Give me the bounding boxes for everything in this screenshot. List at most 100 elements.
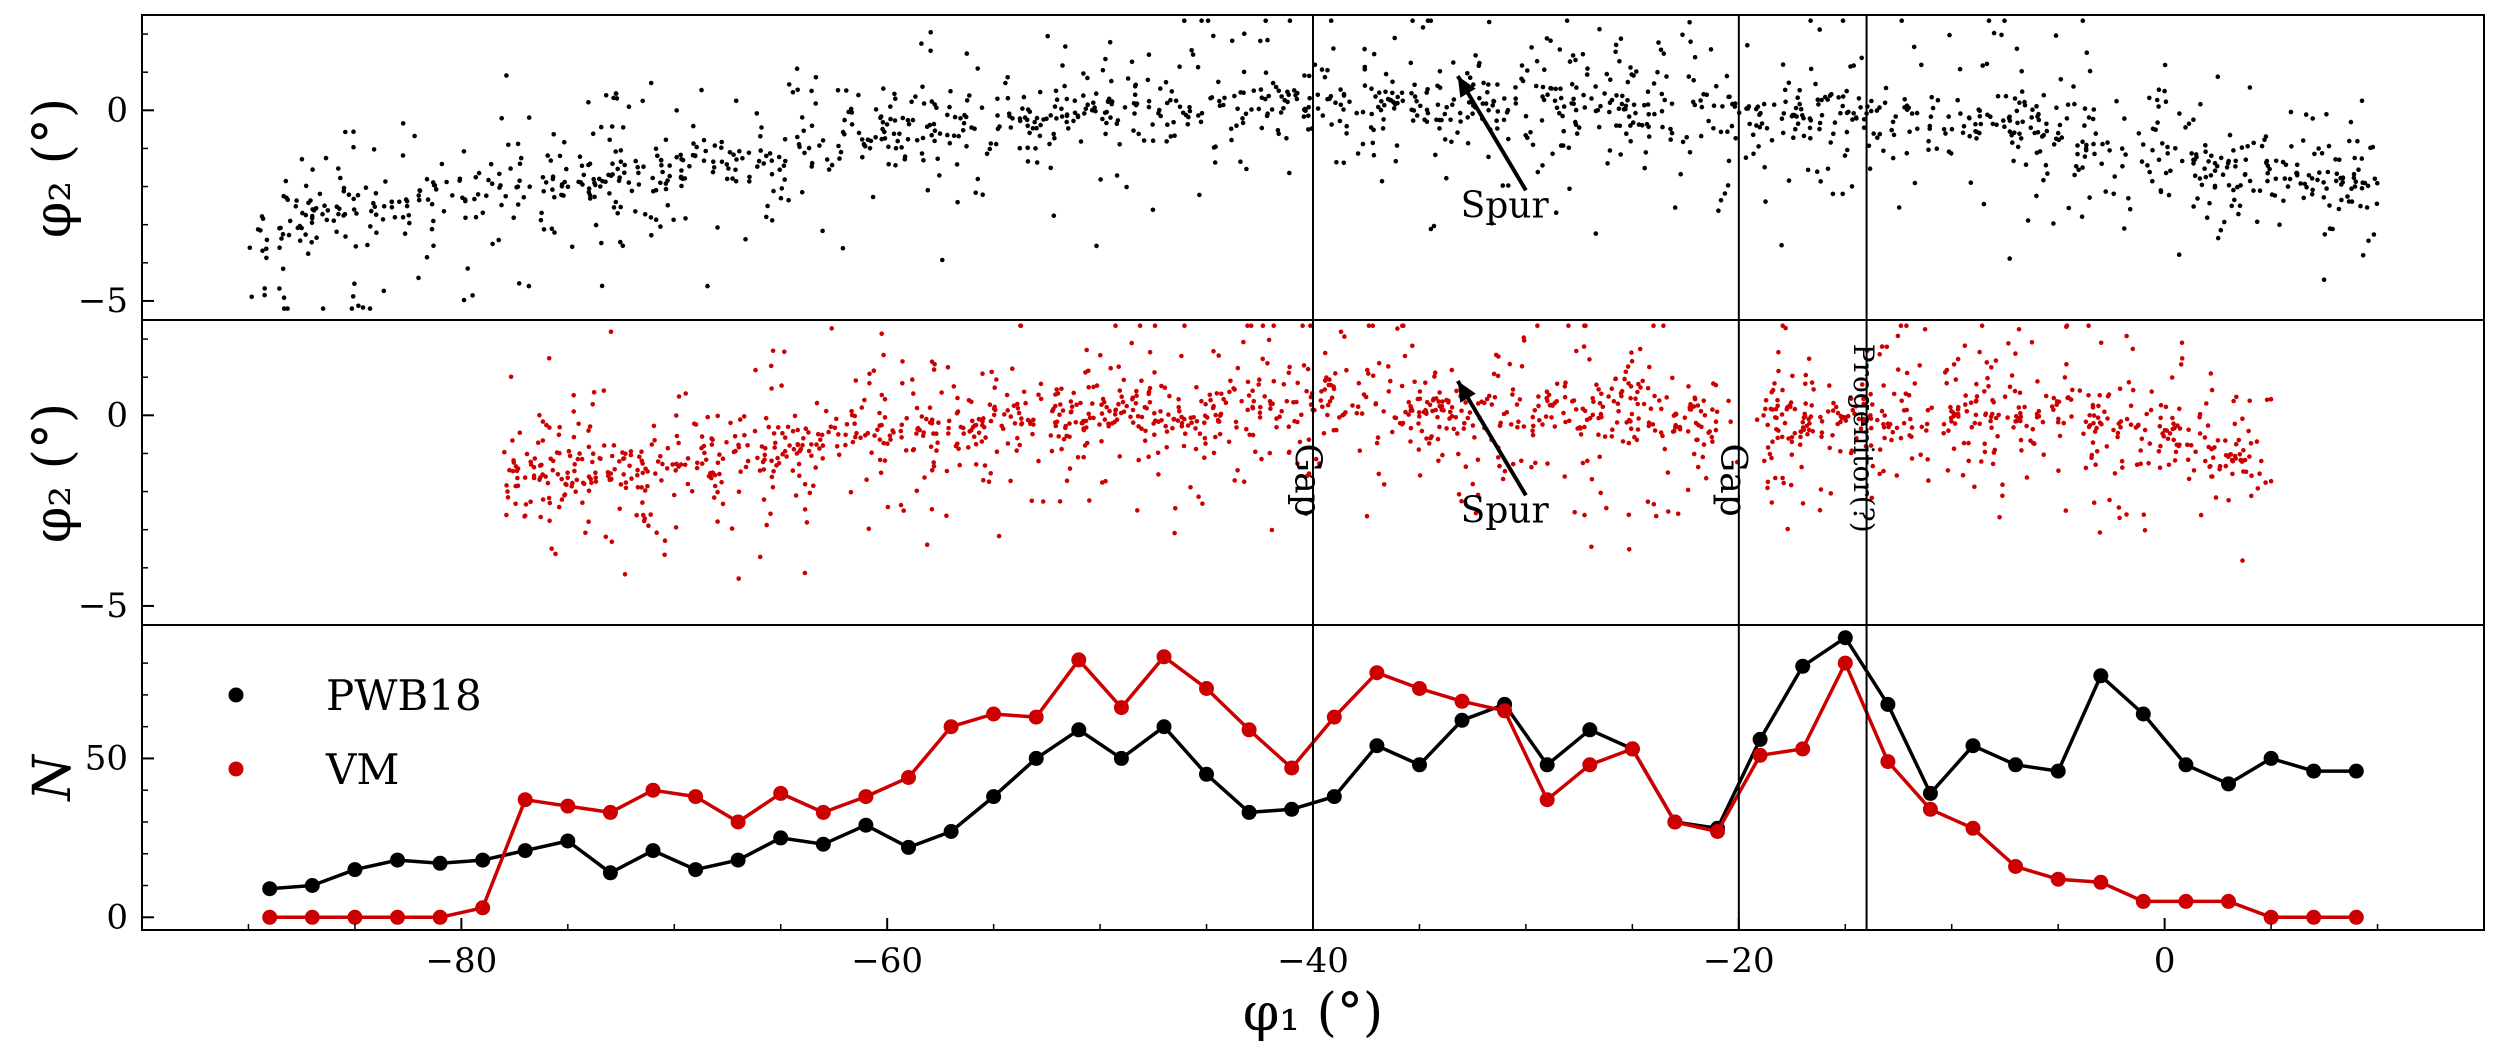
scatter-point bbox=[1899, 398, 1904, 404]
scatter-point bbox=[2040, 419, 2046, 425]
scatter-point bbox=[1557, 47, 1563, 52]
scatter-point bbox=[2206, 159, 2211, 164]
scatter-point bbox=[683, 391, 688, 396]
series-point-pwb18 bbox=[304, 878, 320, 893]
scatter-point bbox=[877, 457, 883, 463]
scatter-point bbox=[900, 381, 905, 386]
scatter-point bbox=[881, 352, 886, 358]
scatter-point bbox=[809, 160, 815, 166]
scatter-point bbox=[1074, 402, 1079, 408]
scatter-point bbox=[621, 456, 627, 461]
scatter-point bbox=[703, 148, 708, 154]
scatter-point bbox=[2051, 142, 2057, 147]
scatter-point bbox=[1117, 454, 1122, 459]
scatter-point bbox=[910, 377, 915, 382]
scatter-point bbox=[2055, 419, 2061, 425]
scatter-point bbox=[457, 176, 463, 182]
scatter-point bbox=[621, 472, 626, 477]
scatter-point bbox=[1934, 146, 1940, 151]
scatter-point bbox=[1699, 104, 1705, 110]
scatter-point bbox=[404, 203, 410, 209]
scatter-point bbox=[1817, 126, 1822, 132]
scatter-point bbox=[2227, 452, 2233, 457]
scatter-point bbox=[1431, 223, 1437, 229]
scatter-point bbox=[1414, 98, 1419, 104]
scatter-point bbox=[2057, 122, 2063, 128]
scatter-point bbox=[1844, 88, 1849, 94]
scatter-point bbox=[397, 199, 402, 205]
scatter-point bbox=[791, 446, 797, 452]
scatter-point bbox=[1838, 449, 1843, 454]
scatter-point bbox=[981, 424, 987, 430]
scatter-point bbox=[369, 208, 374, 214]
scatter-point bbox=[676, 440, 681, 446]
scatter-point bbox=[1216, 79, 1221, 85]
scatter-point bbox=[559, 192, 564, 198]
scatter-point bbox=[572, 468, 577, 474]
scatter-point bbox=[877, 437, 883, 443]
scatter-point bbox=[444, 179, 449, 185]
scatter-point bbox=[412, 133, 417, 139]
scatter-point bbox=[1882, 413, 1887, 418]
scatter-point bbox=[1541, 97, 1547, 103]
scatter-point bbox=[1786, 80, 1792, 86]
scatter-point bbox=[593, 470, 598, 476]
scatter-point bbox=[734, 157, 739, 162]
scatter-point bbox=[1295, 380, 1300, 386]
scatter-point bbox=[2333, 157, 2338, 162]
scatter-point bbox=[338, 175, 343, 181]
scatter-point bbox=[2248, 441, 2254, 446]
scatter-point bbox=[1176, 405, 1181, 410]
scatter-point bbox=[1256, 106, 1262, 112]
scatter-point bbox=[2147, 169, 2152, 175]
scatter-point bbox=[511, 460, 517, 465]
scatter-point bbox=[1506, 136, 1511, 142]
scatter-point bbox=[1472, 435, 1477, 440]
scatter-point bbox=[2013, 351, 2018, 356]
legend-marker-pwb18 bbox=[228, 687, 244, 703]
scatter-point bbox=[1328, 93, 1334, 99]
scatter-point bbox=[1867, 166, 1873, 171]
scatter-point bbox=[764, 522, 769, 528]
scatter-point bbox=[2056, 416, 2061, 422]
scatter-point bbox=[609, 124, 615, 129]
scatter-point bbox=[1241, 339, 1246, 345]
scatter-point bbox=[2197, 414, 2202, 420]
scatter-point bbox=[1250, 404, 1255, 410]
scatter-point bbox=[565, 475, 570, 481]
scatter-point bbox=[280, 266, 286, 272]
scatter-point bbox=[1988, 418, 1993, 424]
scatter-point bbox=[1890, 155, 1896, 161]
scatter-point bbox=[1974, 398, 1979, 403]
scatter-point bbox=[743, 464, 749, 470]
scatter-point bbox=[1306, 437, 1312, 443]
scatter-point bbox=[1159, 418, 1164, 423]
scatter-point bbox=[842, 117, 847, 123]
scatter-point bbox=[843, 432, 848, 438]
scatter-point bbox=[720, 501, 726, 507]
scatter-point bbox=[556, 504, 562, 510]
scatter-point bbox=[1877, 471, 1882, 477]
scatter-point bbox=[610, 172, 615, 177]
scatter-point bbox=[1659, 406, 1664, 412]
scatter-point bbox=[1327, 399, 1333, 404]
scatter-point bbox=[371, 200, 376, 206]
scatter-point bbox=[2359, 186, 2365, 191]
scatter-point bbox=[1036, 392, 1041, 398]
scatter-point bbox=[1991, 30, 1997, 36]
scatter-point bbox=[286, 232, 292, 238]
scatter-point bbox=[623, 480, 629, 485]
scatter-point bbox=[2017, 390, 2023, 396]
scatter-point bbox=[1870, 402, 1875, 407]
scatter-point bbox=[875, 427, 880, 433]
scatter-point bbox=[374, 230, 379, 235]
scatter-point bbox=[1689, 403, 1694, 409]
scatter-point bbox=[1045, 33, 1050, 39]
scatter-point bbox=[1856, 416, 1862, 422]
scatter-point bbox=[976, 416, 982, 422]
scatter-point bbox=[1334, 427, 1339, 433]
scatter-point bbox=[603, 93, 609, 98]
scatter-point bbox=[2084, 142, 2089, 148]
scatter-point bbox=[1982, 389, 1987, 394]
spur-label: Spur bbox=[1461, 491, 1550, 532]
